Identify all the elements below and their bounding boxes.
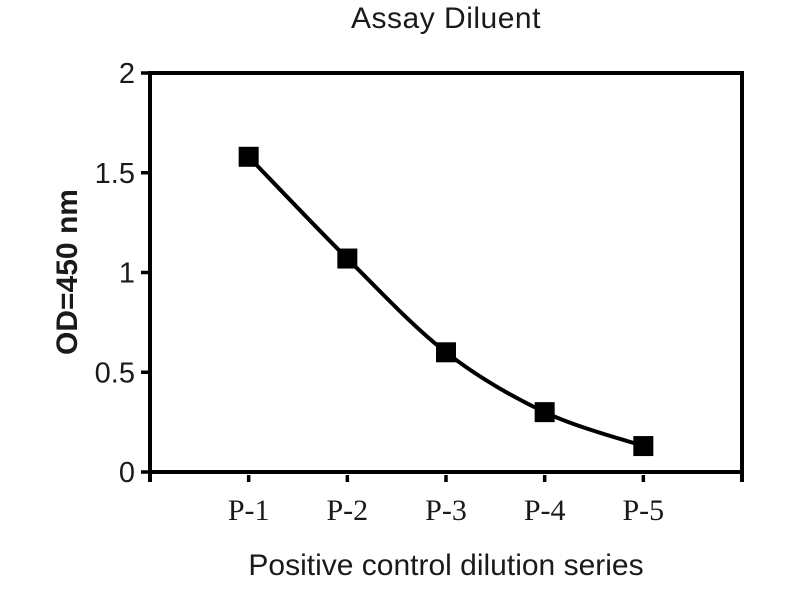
x-axis-title: Positive control dilution series [248,549,644,582]
x-tick-label: P-5 [622,494,664,527]
data-point-marker [534,402,555,423]
x-tick-label: P-3 [425,494,467,527]
y-tick-label: 0 [119,457,135,489]
y-tick-label: 0.5 [95,357,135,389]
x-tick-label: P-2 [326,494,368,527]
data-point-marker [436,342,456,363]
plot-frame [148,71,744,474]
data-point-marker [337,248,358,269]
x-tick-label: P-4 [524,494,566,527]
data-point-marker [238,146,259,167]
y-tick-label: 2 [119,58,135,90]
y-tick-label: 1 [119,258,135,290]
chart-title: Assay Diluent [351,2,541,35]
x-tick-label: P-1 [228,494,270,527]
data-point-marker [633,436,654,457]
series-line [247,155,644,448]
y-tick-label: 1.5 [95,158,135,190]
